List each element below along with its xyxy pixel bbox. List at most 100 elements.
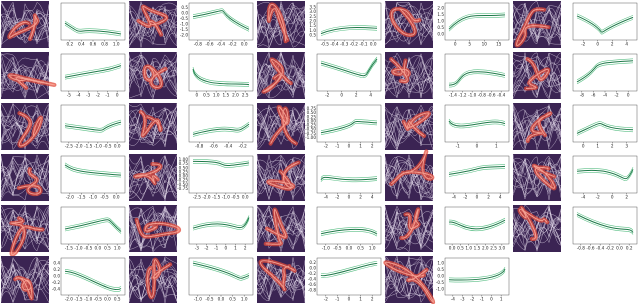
- plot-frame: [572, 53, 638, 92]
- y-tick-label: 0.75: [179, 161, 189, 166]
- demo-shape-core: [391, 8, 420, 36]
- streamline: [128, 4, 178, 39]
- trajectory: [448, 270, 506, 283]
- streamline: [128, 111, 178, 139]
- x-tick-label: 0.5: [357, 246, 364, 251]
- x-tick-label: 2.5: [242, 93, 249, 98]
- streamline: [512, 113, 562, 145]
- x-tick-label: 0: [348, 195, 351, 200]
- plot-frame: [60, 104, 126, 143]
- streamline: [128, 213, 178, 250]
- streamline: [384, 156, 434, 198]
- plot-frame: [444, 155, 510, 194]
- plot-frame: [188, 257, 254, 296]
- streamline: [512, 56, 562, 76]
- y-tick-label: 0.50: [307, 110, 317, 115]
- streamline: [0, 53, 50, 94]
- trajectory: [192, 68, 250, 86]
- streamline: [0, 170, 50, 196]
- x-tick-label: -4: [581, 195, 586, 200]
- x-tick-label: -0.4: [596, 246, 605, 251]
- x-tick-label: -0.5: [333, 246, 342, 251]
- demo-shape-core: [385, 261, 434, 303]
- x-tick-label: 2: [611, 144, 614, 149]
- x-tick-label: 1.0: [114, 246, 121, 251]
- x-tick-label: 1: [359, 144, 362, 149]
- trajectory-plot: -1.4 -1.2 -1.0 -0.8 -0.6 -0.4: [444, 53, 510, 98]
- y-tick-label: 0.5: [437, 25, 444, 30]
- streamline: [0, 103, 50, 141]
- demo-shape-core: [8, 14, 38, 40]
- streamline: [128, 5, 178, 27]
- x-tick-label: 0: [348, 144, 351, 149]
- x-tick-label: -2.0: [74, 144, 83, 149]
- plot-frame: [572, 104, 638, 143]
- streamline: [512, 158, 562, 198]
- image-background: [1, 154, 49, 201]
- x-tick-label: 0.0: [242, 195, 249, 200]
- streamline: [512, 3, 562, 45]
- streamline-image: [384, 149, 435, 201]
- y-tick-label: 0.5: [181, 5, 188, 10]
- trajectory-plot: -4 -2 0 2: [572, 155, 638, 200]
- streamline: [0, 56, 50, 98]
- x-tick-label: -2: [463, 195, 468, 200]
- trajectory-plot: -5 -4 -3 -2 -1 0: [60, 53, 126, 98]
- x-tick-label: -0.5: [231, 195, 240, 200]
- x-tick-label: 0: [340, 93, 343, 98]
- y-tick-label: -0.4: [52, 287, 61, 292]
- trajectory: [576, 60, 634, 83]
- x-tick-label: 2: [359, 195, 362, 200]
- streamline: [512, 115, 562, 146]
- trajectory: [64, 269, 122, 288]
- x-tick-label: -2: [204, 246, 209, 251]
- trajectory-plot: -4 -2 0 2 4: [316, 155, 382, 200]
- y-tick-label: -0.2: [52, 280, 61, 285]
- streamline: [512, 156, 562, 193]
- streamline: [256, 52, 306, 97]
- trajectory: [448, 120, 506, 127]
- x-tick-label: 1: [359, 297, 362, 302]
- x-tick-label: -0.6: [586, 246, 595, 251]
- trajectory: [64, 221, 122, 234]
- trajectory: [576, 125, 634, 136]
- x-tick-label: 1.0: [213, 93, 220, 98]
- streamline: [128, 170, 178, 198]
- y-tick-label: 2.5: [309, 14, 316, 19]
- streamline: [512, 204, 562, 252]
- streamline: [0, 2, 50, 48]
- x-tick-label: 1.5: [222, 93, 229, 98]
- x-tick-label: 0.0: [104, 297, 111, 302]
- trajectory: [448, 14, 506, 30]
- streamline: [256, 52, 306, 83]
- streamline: [512, 7, 562, 47]
- y-tick-label: 0.25: [307, 114, 317, 119]
- streamline: [256, 154, 306, 200]
- streamline-image: [256, 256, 306, 303]
- x-tick-label: -0.2: [239, 144, 248, 149]
- x-tick-label: 3: [625, 144, 628, 149]
- x-tick-label: 0: [627, 93, 630, 98]
- demo-shape-core: [147, 259, 171, 298]
- x-tick-label: 0: [476, 144, 479, 149]
- x-tick-label: 0.5: [114, 297, 121, 302]
- x-tick-label: -2.0: [66, 195, 75, 200]
- plot-frame: [188, 53, 254, 92]
- streamline: [128, 59, 178, 93]
- trajectory: [576, 169, 634, 180]
- streamline: [384, 9, 434, 45]
- streamline: [0, 269, 50, 293]
- streamline: [0, 110, 50, 150]
- x-tick-label: 0: [476, 195, 479, 200]
- x-tick-label: -1.5: [84, 144, 93, 149]
- x-tick-label: -2: [470, 297, 475, 302]
- streamline: [128, 54, 178, 95]
- y-tick-label: 0.0: [181, 10, 188, 15]
- streamline-image: [0, 204, 50, 257]
- x-tick-label: 1.0: [113, 42, 120, 47]
- trajectory: [320, 27, 378, 35]
- streamline: [384, 164, 434, 190]
- x-tick-label: 0.0: [449, 246, 456, 251]
- streamline: [256, 154, 306, 179]
- x-tick-label: 0.5: [104, 246, 111, 251]
